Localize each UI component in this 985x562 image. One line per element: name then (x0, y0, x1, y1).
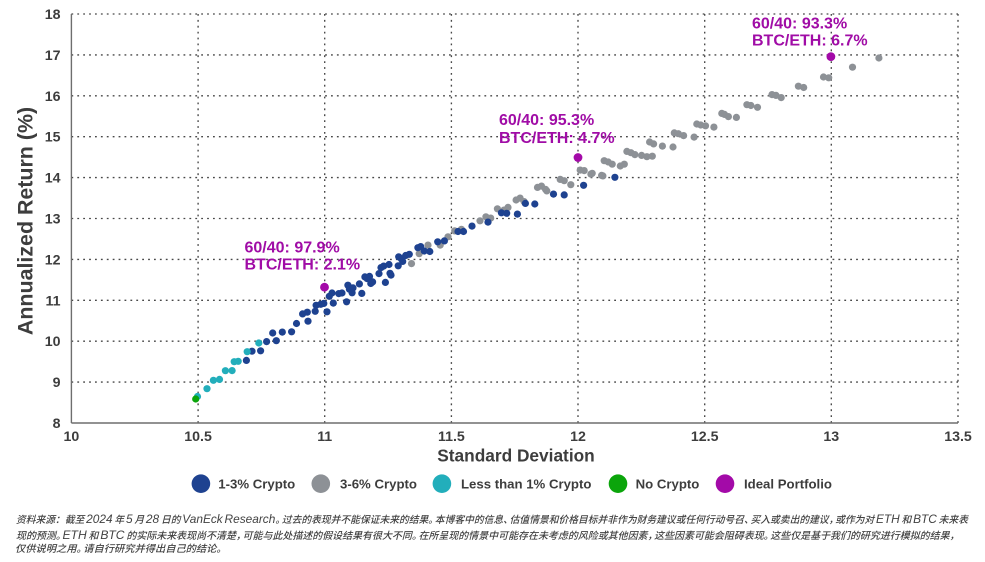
svg-text:BTC/ETH: 2.1%: BTC/ETH: 2.1% (245, 257, 361, 274)
svg-text:Standard Deviation: Standard Deviation (437, 445, 594, 465)
svg-text:Less than 1% Crypto: Less than 1% Crypto (461, 477, 591, 492)
svg-text:10: 10 (45, 334, 61, 350)
svg-text:11: 11 (46, 293, 61, 309)
svg-text:10.5: 10.5 (184, 429, 212, 445)
svg-text:11.5: 11.5 (438, 429, 465, 445)
svg-text:No Crypto: No Crypto (636, 477, 700, 492)
svg-text:16: 16 (45, 89, 61, 105)
svg-text:12: 12 (45, 252, 61, 268)
svg-text:10: 10 (64, 429, 80, 445)
svg-text:13: 13 (823, 429, 839, 445)
svg-text:17: 17 (45, 48, 61, 64)
svg-text:1-3% Crypto: 1-3% Crypto (218, 477, 295, 492)
svg-text:3-6% Crypto: 3-6% Crypto (340, 477, 417, 492)
svg-text:60/40: 97.9%: 60/40: 97.9% (245, 240, 340, 257)
svg-text:14: 14 (45, 171, 61, 187)
svg-text:Annualized Return (%): Annualized Return (%) (14, 107, 38, 335)
svg-text:8: 8 (53, 416, 61, 432)
svg-text:60/40: 95.3%: 60/40: 95.3% (499, 112, 594, 129)
svg-text:BTC/ETH: 6.7%: BTC/ETH: 6.7% (752, 33, 868, 50)
svg-text:12.5: 12.5 (691, 429, 719, 445)
svg-text:13: 13 (45, 212, 61, 228)
svg-text:11: 11 (317, 429, 332, 445)
svg-text:13.5: 13.5 (944, 429, 972, 445)
svg-text:9: 9 (53, 375, 61, 391)
svg-text:18: 18 (45, 7, 61, 23)
svg-text:Ideal Portfolio: Ideal Portfolio (744, 477, 832, 492)
svg-text:60/40: 93.3%: 60/40: 93.3% (752, 15, 847, 32)
svg-text:15: 15 (45, 130, 61, 146)
svg-text:BTC/ETH: 4.7%: BTC/ETH: 4.7% (499, 130, 615, 147)
svg-text:12: 12 (570, 429, 586, 445)
